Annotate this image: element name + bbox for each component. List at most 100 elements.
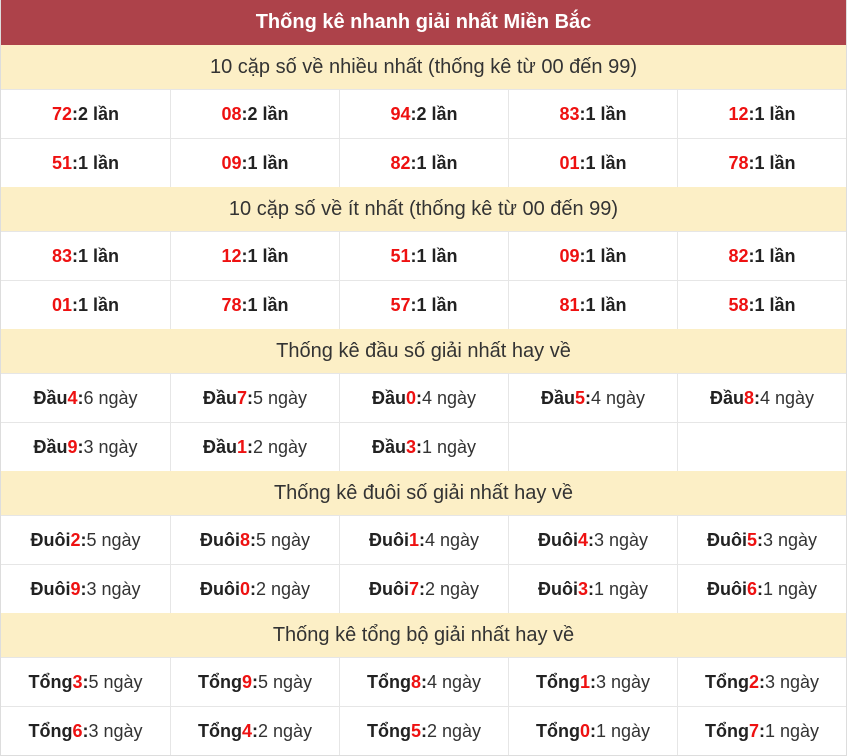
stat-cell: 82 : 1 lần [677,232,846,280]
cell-label: Tổng [366,671,411,692]
cell-label: Đuôi [537,578,578,599]
cell-count: 1 lần [416,294,458,315]
cell-separator: : [589,671,596,692]
cell-count: 1 lần [247,245,289,266]
cell-count: 1 lần [78,294,120,315]
cell-number: 58 [728,294,749,315]
cell-separator: : [241,103,248,124]
cell-separator: : [753,387,760,408]
cell-count: 1 ngày [595,720,651,741]
stat-cell: Tổng 1: 3 ngày [508,658,677,706]
stat-cell: 09 : 1 lần [508,232,677,280]
cell-number: 12 [221,245,242,266]
cell-separator: : [579,103,586,124]
title: Thống kê nhanh giải nhất Miền Bắc [1,0,846,45]
cell-separator: : [748,294,755,315]
stat-cell: Tổng 7: 1 ngày [677,707,846,755]
stat-cell: Tổng 4: 2 ngày [170,707,339,755]
stat-cell: 01 : 1 lần [508,139,677,187]
cell-number: 5 [746,529,757,550]
cell-label: Đuôi [368,529,409,550]
stat-cell: Đầu 3: 1 ngày [339,423,508,471]
stat-row: Tổng 6: 3 ngày Tổng 4: 2 ngày Tổng 5: 2 ng… [1,706,846,755]
stat-cell: 08 : 2 lần [170,90,339,138]
cell-number: 5 [574,387,585,408]
cell-count: 1 lần [585,294,627,315]
cell-count: 5 ngày [252,387,308,408]
stat-cell: 78 : 1 lần [170,281,339,329]
cell-count: 5 ngày [255,529,311,550]
cell-separator: : [80,529,87,550]
cell-number: 9 [70,578,81,599]
cell-label: Đuôi [30,578,71,599]
cell-separator: : [249,578,256,599]
cell-count: 2 ngày [426,720,482,741]
cell-count: 3 ngày [764,671,820,692]
cell-count: 3 ngày [86,578,141,599]
cell-label: Tổng [197,720,242,741]
cell-count: 3 ngày [762,529,818,550]
cell-count: 1 lần [754,152,796,173]
cell-label: Đầu [33,387,68,408]
cell-label: Tổng [197,671,242,692]
cell-label: Tổng [535,720,580,741]
section-title: Thống kê tổng bộ giải nhất hay về [1,613,846,657]
cell-count: 2 ngày [252,436,308,457]
cell-number: 4 [67,387,78,408]
cell-separator: : [579,152,586,173]
stat-cell: 83 : 1 lần [508,90,677,138]
cell-count: 1 lần [585,245,627,266]
cell-number: 94 [390,103,411,124]
stat-cell: Đầu 8: 4 ngày [677,374,846,422]
cell-label: Tổng [535,671,580,692]
cell-number: 0 [405,387,416,408]
cell-number: 5 [410,720,421,741]
cell-label: Tổng [704,720,749,741]
cell-separator: : [748,103,755,124]
cell-separator: : [241,294,248,315]
cell-count: 1 lần [247,152,289,173]
cell-label: Đầu [371,387,406,408]
stat-cell: Đầu 0: 4 ngày [339,374,508,422]
cell-number: 81 [559,294,580,315]
stat-cell: 09 : 1 lần [170,139,339,187]
cell-count: 1 lần [78,245,120,266]
cell-separator: : [241,245,248,266]
stat-row: Đuôi 9: 3 ngày Đuôi 0: 2 ngày Đuôi 7: 2 ng… [1,564,846,613]
cell-separator: : [246,387,253,408]
cell-separator: : [756,529,763,550]
cell-label: Đuôi [30,529,71,550]
cell-number: 7 [408,578,419,599]
cell-label: Đầu [202,387,237,408]
cell-count: 4 ngày [421,387,477,408]
cell-count: 5 ngày [88,671,143,692]
cell-number: 7 [748,720,759,741]
cell-count: 2 lần [416,103,458,124]
stat-cell: Đuôi 6: 1 ngày [677,565,846,613]
cell-separator: : [756,578,763,599]
stat-cell: 58 : 1 lần [677,281,846,329]
cell-separator: : [410,294,417,315]
stat-cell: Đuôi 9: 3 ngày [1,565,170,613]
cell-label: Đầu [202,436,237,457]
stat-cell: 12 : 1 lần [170,232,339,280]
cell-count: 1 lần [247,294,289,315]
cell-separator: : [589,720,596,741]
stat-row: 72 : 2 lần 08 : 2 lần 94 : 2 lần 83 : 1 lần… [1,89,846,138]
cell-number: 83 [51,245,72,266]
stat-cell: Đầu 5: 4 ngày [508,374,677,422]
cell-count: 1 ngày [764,720,820,741]
stat-cell: Đuôi 3: 1 ngày [508,565,677,613]
cell-number: 01 [51,294,72,315]
cell-separator: : [420,720,427,741]
stat-cell: Tổng 0: 1 ngày [508,707,677,755]
stat-cell: Đuôi 1: 4 ngày [339,516,508,564]
cell-separator: : [758,720,765,741]
stat-cell: 83 : 1 lần [1,232,170,280]
cell-count: 2 ngày [255,578,311,599]
stat-cell: 72 : 2 lần [1,90,170,138]
cell-separator: : [587,529,594,550]
cell-label: Đuôi [706,578,747,599]
cell-separator: : [758,671,765,692]
